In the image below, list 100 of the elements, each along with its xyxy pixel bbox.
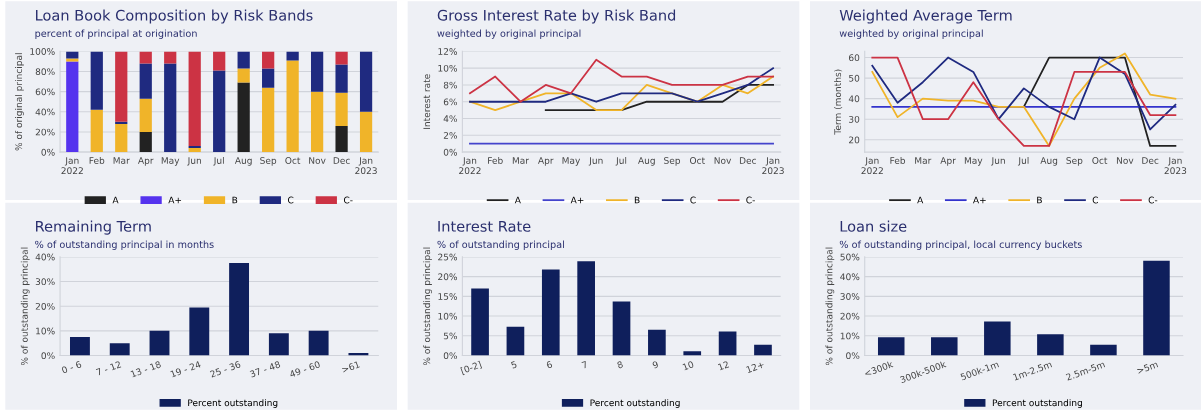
y-tick-label: 20%: [35, 128, 55, 136]
x-tick-label: Jul: [213, 156, 224, 166]
bar: [308, 330, 329, 356]
x-tick-label: Jan 2022: [861, 157, 883, 175]
x-tick-label: Feb: [89, 156, 105, 164]
line-series: [469, 75, 774, 112]
x-tick-label: Aug: [1040, 157, 1058, 166]
x-tick-label: 7 - 12: [95, 360, 122, 376]
bar: [612, 301, 631, 356]
y-tick-label: 50%: [840, 253, 860, 261]
bar: [335, 51, 348, 65]
chart-title: Remaining Term: [36, 220, 151, 235]
y-tick-label: 80%: [35, 68, 55, 76]
x-tick-label: Jul: [615, 156, 627, 166]
bar: [188, 146, 201, 149]
bar: [189, 307, 210, 356]
y-tick-label: 0%: [443, 352, 458, 360]
x-tick-label: Mar: [512, 157, 529, 164]
x-tick-label: Nov: [714, 157, 732, 164]
legend-label: Percent outstanding: [992, 399, 1082, 408]
chart-subtitle: % of outstanding principal in months: [35, 240, 214, 250]
y-tick-label: 4%: [443, 115, 458, 123]
x-tick-label: Jan 2023: [762, 157, 784, 175]
chart-subtitle: % of outstanding principal: [437, 240, 564, 250]
bar: [115, 51, 128, 122]
bar: [648, 329, 666, 356]
chart-subtitle: weighted by original principal: [437, 29, 581, 39]
x-tick-label: 49 - 60: [289, 360, 321, 378]
x-tick-label: <300k: [863, 360, 894, 377]
line-series: [469, 58, 774, 103]
y-tick-label: 20%: [35, 302, 55, 310]
bar: [115, 123, 128, 153]
bar: [1090, 344, 1117, 356]
chart-title: Interest Rate: [438, 220, 531, 232]
legend-label: C: [690, 196, 696, 204]
bar: [262, 51, 275, 69]
bar: [683, 351, 702, 356]
line-series: [871, 56, 1177, 131]
chart-subtitle: weighted by original principal: [839, 29, 983, 39]
bar: [90, 109, 103, 153]
legend-label: C: [1092, 196, 1098, 204]
bar: [139, 98, 152, 132]
x-tick-label: Dec: [333, 157, 350, 164]
y-tick-label: 60%: [35, 88, 55, 96]
line-series: [469, 67, 774, 103]
y-tick-label: 20: [849, 136, 860, 144]
y-axis-title: Term (months): [834, 69, 843, 135]
x-tick-label: Jan 2023: [1164, 157, 1187, 175]
y-tick-label: 30: [849, 115, 860, 123]
bar: [268, 333, 289, 356]
y-tick-label: 30%: [35, 278, 55, 286]
bar: [359, 51, 373, 112]
x-tick-label: Jan 2023: [355, 157, 377, 175]
x-tick-label: 5: [510, 360, 518, 369]
x-tick-label: Oct: [285, 157, 301, 164]
bar: [237, 82, 250, 153]
chart-title: Weighted Average Term: [839, 9, 1012, 24]
x-tick-label: 8: [616, 360, 624, 369]
bar: [188, 148, 201, 153]
x-tick-label: 10: [682, 360, 695, 371]
legend-label: Percent outstanding: [188, 399, 278, 408]
y-tick-label: 6%: [443, 98, 458, 106]
bar: [506, 326, 525, 356]
bar: [66, 58, 79, 62]
bar: [931, 337, 958, 356]
x-tick-label: Apr: [138, 157, 154, 166]
x-tick-label: Aug: [234, 157, 252, 166]
bar: [66, 61, 79, 153]
legend-label: A: [514, 196, 521, 204]
y-tick-label: 0%: [41, 148, 55, 156]
legend-label: A+: [973, 196, 986, 204]
x-tick-label: 0 - 6: [61, 360, 82, 374]
x-tick-label: Jun: [991, 157, 1005, 166]
chart-subtitle: % of outstanding principal, local currency buckets: [839, 240, 1082, 250]
bar: [286, 60, 299, 153]
x-tick-label: 25 - 36: [209, 360, 241, 378]
x-tick-label: [0-2]: [460, 360, 483, 376]
x-tick-label: Dec: [1142, 157, 1159, 164]
y-tick-label: 10%: [438, 312, 458, 320]
legend-label: B: [634, 196, 640, 204]
bar: [754, 344, 772, 356]
y-tick-label: 60: [849, 54, 860, 62]
x-tick-label: Mar: [915, 157, 932, 164]
x-tick-label: 12: [717, 360, 730, 371]
x-tick-label: Apr: [940, 157, 956, 166]
y-tick-label: 5%: [443, 332, 458, 340]
y-tick-label: 20%: [438, 273, 458, 281]
x-tick-label: Sep: [664, 157, 681, 166]
x-tick-label: 6: [546, 360, 553, 369]
legend-label: A: [917, 196, 924, 204]
y-axis-title: % of original principal: [15, 53, 24, 151]
bar: [139, 131, 152, 153]
x-tick-label: May: [964, 157, 983, 166]
x-tick-label: Sep: [1066, 157, 1083, 166]
x-tick-label: 9: [652, 360, 659, 369]
bar: [237, 51, 250, 69]
y-tick-label: 40%: [35, 108, 55, 116]
bar: [541, 269, 560, 356]
bar: [877, 337, 905, 356]
bar: [335, 92, 348, 126]
